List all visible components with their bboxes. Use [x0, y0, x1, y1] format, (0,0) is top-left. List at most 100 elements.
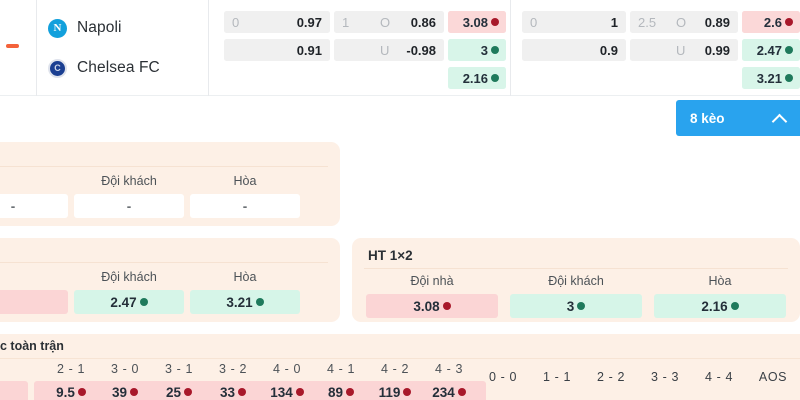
score-header-col-5[interactable]: AOS [736, 370, 800, 384]
score-value-1-text: 9.5 [56, 384, 75, 400]
odd-cell-ht-draw[interactable]: 2.16 [654, 294, 786, 318]
score-value-2-text: 39 [111, 384, 128, 400]
lock-dot-icon [457, 388, 466, 396]
score-header-col-1[interactable]: 1 - 1 [520, 370, 594, 384]
ou1-line-1: 1 [342, 14, 350, 30]
odds-cell-ou2-row2[interactable]: U 0.99 [630, 39, 738, 61]
odd-cell-top-left-2[interactable]: - [190, 194, 300, 218]
ou2-value-2: 0.99 [704, 42, 730, 58]
score-grid-panel: c toàn trận 0 2 - 1 9.5 3 - 0 39 3 - 1 [0, 334, 800, 400]
keo-toolbar: 8 kèo [0, 96, 800, 140]
col-head-ht-home: Đội nhà [410, 274, 454, 288]
handicap1-value-2: 0.91 [296, 42, 322, 58]
lock-dot-icon [491, 46, 499, 54]
col-head-ht-draw: Hòa [708, 274, 732, 288]
odd-cell-ht-home[interactable]: 3.08 [366, 294, 498, 318]
score-grid-rule [0, 358, 800, 359]
score-header-col-3[interactable]: 3 - 3 [628, 370, 702, 384]
team-row-home[interactable]: N Napoli [48, 8, 206, 48]
score-value-8[interactable]: 234 [412, 381, 486, 400]
lock-dot-icon [255, 298, 264, 306]
odd-cell-bottom-left-1[interactable]: 2.47 [74, 290, 184, 314]
odd-cell-bottom-left-2[interactable]: 3.21 [190, 290, 300, 314]
chelsea-crest-letter: C [54, 62, 61, 73]
ou1-value-1: 0.86 [410, 14, 436, 30]
score-header-label-3: 3 - 3 [650, 370, 679, 384]
lock-dot-icon [730, 302, 739, 310]
score-header-label-2: 2 - 2 [596, 370, 625, 384]
odd-cell-ht-away[interactable]: 3 [510, 294, 642, 318]
lock-dot-icon [577, 302, 586, 310]
odds-cell-1x2b-draw[interactable]: 3.21 [742, 67, 800, 89]
odds-cell-1x2b-home[interactable]: 2.6 [742, 11, 800, 33]
home-team-name: Napoli [77, 19, 122, 36]
handicap2-value-1: 1 [610, 14, 618, 30]
odds-1x2a-draw-value: 2.16 [462, 70, 488, 86]
handicap2-value-2: 0.9 [599, 42, 618, 58]
score-col-8[interactable]: 4 - 3 234 [412, 362, 486, 400]
odd-cell-top-left-1[interactable]: - [74, 194, 184, 218]
chelsea-crest-icon: C [48, 58, 67, 78]
odds-cell-ou1-row2[interactable]: U -0.98 [334, 39, 444, 61]
ou1-side-2: U [380, 42, 390, 58]
keo-count-button[interactable]: 8 kèo [676, 100, 800, 136]
odd-cell-ht-home-value: 3.08 [413, 298, 440, 314]
odds-cell-handicap2-row2[interactable]: 0.9 [522, 39, 626, 61]
odd-cell-top-left-0[interactable]: - [0, 194, 68, 218]
odds-cell-1x2b-away[interactable]: 2.47 [742, 39, 800, 61]
odds-1x2a-home-value: 3.08 [462, 14, 488, 30]
score-label-0: 0 [0, 362, 28, 376]
score-col-0[interactable]: 0 [0, 362, 28, 400]
odds-1x2b-away-value: 2.47 [756, 42, 782, 58]
odds-cell-handicap2-row1[interactable]: 0 1 [522, 11, 626, 33]
score-header-label-1: 1 - 1 [542, 370, 571, 384]
panel-bottom-left-rule [0, 262, 328, 263]
lock-dot-icon [184, 388, 193, 396]
panel-top-left-rule [0, 166, 328, 167]
lock-dot-icon [785, 74, 793, 82]
score-header-col-2[interactable]: 2 - 2 [574, 370, 648, 384]
away-team-name: Chelsea FC [77, 59, 160, 76]
score-header-col-0[interactable]: 0 - 0 [466, 370, 540, 384]
odds-cell-1x2a-draw[interactable]: 2.16 [448, 67, 506, 89]
ou2-value-1: 0.89 [704, 14, 730, 30]
odds-cell-1x2a-away[interactable]: 3 [448, 39, 506, 61]
keo-count-label: 8 kèo [690, 110, 725, 126]
team-list: N Napoli C Chelsea FC [48, 8, 206, 88]
odds-cell-ou1-row1[interactable]: 1 O 0.86 [334, 11, 444, 33]
panel-top-left: Đội khách Hòa - - - [0, 142, 340, 226]
score-label-7: 4 - 2 [380, 362, 409, 376]
lock-dot-icon [77, 388, 86, 396]
odds-cell-1x2a-home[interactable]: 3.08 [448, 11, 506, 33]
lock-dot-icon [491, 18, 499, 26]
score-header-label-0: 0 - 0 [488, 370, 517, 384]
handicap2-line-1: 0 [530, 14, 538, 30]
odd-cell-bottom-left-0[interactable] [0, 290, 68, 314]
chevron-up-icon [773, 112, 786, 125]
score-grid-title: c toàn trận [0, 339, 64, 353]
ou1-side-1: O [380, 14, 391, 30]
lock-dot-icon [442, 302, 451, 310]
odds-1x2b-home-value: 2.6 [763, 14, 782, 30]
odds-cell-handicap1-row2[interactable]: 0.91 [224, 39, 330, 61]
panel-ht-1x2-title: HT 1×2 [368, 248, 413, 263]
odds-cell-ou2-row1[interactable]: 2.5 O 0.89 [630, 11, 738, 33]
score-label-4: 3 - 2 [218, 362, 247, 376]
col-head-top-left-1: Đội khách [101, 174, 157, 188]
odd-cell-bottom-left-1-value: 2.47 [110, 294, 137, 310]
divider-odds-groups [510, 0, 511, 96]
handicap1-line-1: 0 [232, 14, 240, 30]
ou1-value-2: -0.98 [406, 42, 436, 58]
col-head-bottom-left-1: Đội khách [101, 270, 157, 284]
match-status-dash [6, 44, 19, 48]
score-header-col-4[interactable]: 4 - 4 [682, 370, 756, 384]
ou2-line-1: 2.5 [638, 14, 657, 30]
lock-dot-icon [346, 388, 355, 396]
col-head-bottom-left-2: Hòa [233, 270, 257, 284]
panel-ht-1x2-rule [364, 268, 788, 269]
score-value-0[interactable] [0, 381, 28, 400]
odds-cell-handicap1-row1[interactable]: 0 0.97 [224, 11, 330, 33]
odd-cell-bottom-left-2-value: 3.21 [226, 294, 253, 310]
team-row-away[interactable]: C Chelsea FC [48, 48, 206, 88]
